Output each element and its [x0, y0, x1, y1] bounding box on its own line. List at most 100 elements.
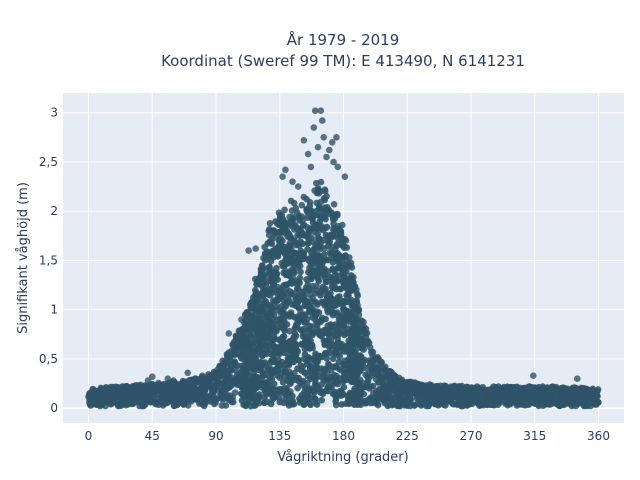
- data-point: [330, 201, 338, 208]
- data-point: [376, 372, 384, 380]
- data-point: [296, 279, 303, 287]
- data-point: [225, 367, 232, 375]
- data-point: [267, 386, 274, 394]
- data-point: [201, 400, 208, 408]
- data-point: [289, 178, 296, 185]
- data-point: [271, 393, 279, 400]
- data-point: [257, 322, 265, 329]
- data-point: [487, 389, 495, 397]
- data-point: [294, 183, 302, 190]
- data-point: [332, 346, 340, 354]
- data-point: [370, 389, 377, 397]
- data-point: [391, 378, 398, 386]
- data-point: [323, 295, 331, 303]
- data-point: [100, 399, 107, 406]
- y-tick-label: 2,5: [39, 155, 58, 169]
- data-point: [314, 230, 322, 238]
- data-point: [334, 326, 341, 334]
- data-point: [523, 400, 531, 408]
- data-point: [312, 310, 319, 318]
- data-point: [341, 328, 348, 335]
- data-point: [245, 372, 253, 380]
- data-point: [164, 375, 172, 383]
- data-point: [341, 173, 349, 180]
- data-point: [333, 297, 340, 304]
- data-point: [209, 375, 217, 383]
- data-point: [326, 344, 333, 352]
- data-point: [350, 375, 358, 383]
- data-point: [218, 402, 226, 409]
- data-point: [353, 330, 360, 338]
- data-point: [297, 238, 304, 245]
- data-point: [284, 271, 292, 278]
- data-point: [295, 214, 303, 221]
- data-point: [339, 261, 347, 269]
- data-point: [329, 259, 337, 266]
- data-point: [312, 357, 319, 365]
- data-point: [238, 336, 246, 344]
- data-point: [283, 345, 291, 353]
- data-point: [255, 366, 262, 374]
- data-point: [161, 395, 169, 403]
- data-point: [504, 401, 511, 409]
- data-point: [321, 350, 329, 357]
- data-point: [319, 226, 327, 234]
- data-point: [317, 239, 324, 247]
- data-point: [442, 390, 449, 398]
- data-point: [297, 396, 305, 404]
- data-point: [265, 277, 273, 285]
- data-point: [342, 312, 349, 320]
- data-point: [213, 395, 220, 402]
- x-tick-label: 90: [208, 429, 223, 443]
- data-point: [285, 360, 293, 368]
- data-point: [102, 384, 110, 391]
- data-point: [252, 245, 259, 252]
- data-point: [354, 292, 362, 300]
- data-point: [331, 246, 339, 253]
- data-point: [162, 384, 170, 392]
- data-point: [347, 262, 354, 270]
- data-point: [341, 361, 349, 369]
- data-point: [231, 389, 239, 396]
- data-point: [287, 371, 295, 379]
- data-point: [402, 401, 410, 409]
- data-point: [317, 292, 324, 299]
- data-point: [362, 364, 370, 372]
- data-point: [423, 402, 430, 410]
- data-point: [338, 367, 345, 374]
- y-tick-label: 0: [50, 401, 58, 415]
- data-point: [258, 262, 266, 270]
- data-point: [321, 267, 328, 275]
- data-point: [258, 345, 265, 353]
- data-point: [356, 353, 363, 361]
- data-point: [267, 257, 275, 265]
- data-point: [283, 384, 291, 392]
- data-point: [295, 316, 302, 323]
- data-point: [427, 392, 435, 399]
- data-point: [348, 360, 355, 368]
- x-tick-label: 360: [587, 429, 610, 443]
- data-point: [272, 325, 280, 333]
- data-point: [282, 166, 289, 174]
- data-point: [283, 321, 291, 328]
- data-point: [196, 400, 203, 407]
- data-point: [391, 399, 399, 406]
- data-point: [332, 271, 339, 279]
- data-point: [342, 400, 350, 408]
- data-point: [170, 377, 177, 384]
- data-point: [406, 382, 413, 390]
- data-point: [240, 392, 248, 399]
- data-point: [238, 316, 245, 323]
- data-point: [430, 398, 438, 405]
- data-point: [270, 227, 277, 235]
- data-point: [307, 286, 314, 293]
- data-point: [315, 252, 323, 260]
- data-point: [402, 396, 409, 403]
- data-point: [263, 318, 270, 325]
- data-point: [261, 251, 269, 258]
- data-point: [138, 384, 146, 391]
- data-point: [309, 212, 317, 220]
- data-point: [350, 352, 358, 360]
- data-point: [322, 215, 329, 223]
- data-point: [321, 187, 329, 195]
